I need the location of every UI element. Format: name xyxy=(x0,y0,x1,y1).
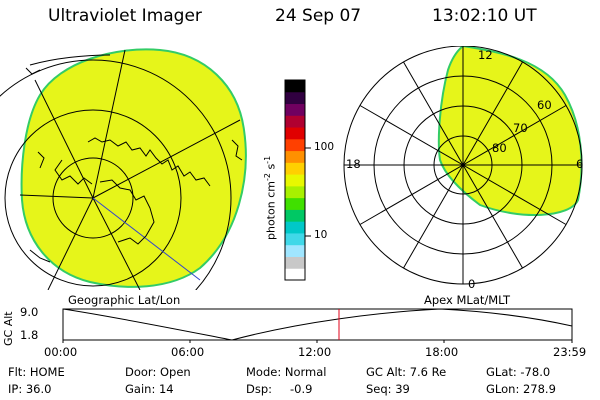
colorbar-tick-100: 100 xyxy=(314,141,335,153)
sequence-number: Seq: 39 xyxy=(366,382,410,396)
gc-altitude: GC Alt: 7.6 Re xyxy=(366,365,447,379)
dsp-value: -0.9 xyxy=(290,382,313,396)
mlt-label-12: 12 xyxy=(478,48,493,62)
x-ticks xyxy=(62,340,573,343)
colorbar-cell xyxy=(285,162,305,175)
ytick-9: 9.0 xyxy=(20,305,39,319)
dsp-label: Dsp: xyxy=(246,382,273,396)
colorbar-cell xyxy=(285,197,305,210)
latitude-circles xyxy=(0,59,232,290)
colorbar-cell xyxy=(285,268,305,281)
mode-value: Mode: Normal xyxy=(246,365,327,379)
mlt-label-18: 18 xyxy=(346,157,361,171)
colorbar-cell xyxy=(285,138,305,152)
apex-polar-map xyxy=(343,46,583,285)
altitude-curve xyxy=(62,308,573,341)
colorbar-cell xyxy=(285,232,305,246)
gain-value: Gain: 14 xyxy=(125,382,174,396)
coastlines xyxy=(25,67,243,263)
colorbar-cell xyxy=(285,256,305,269)
colorbar-gradient xyxy=(285,80,305,281)
colorbar-cell xyxy=(285,115,305,128)
colorbar-cell xyxy=(285,150,305,163)
colorbar-cell xyxy=(285,91,305,105)
mlt-label-0: 0 xyxy=(468,277,476,291)
colorbar-cell xyxy=(285,185,305,199)
geographic-map-title: Geographic Lat/Lon xyxy=(68,293,181,307)
ytick-1-8: 1.8 xyxy=(20,328,39,342)
xtick-0600: 06:00 xyxy=(171,345,205,359)
mlat-label-60: 60 xyxy=(537,98,552,112)
colorbar-cell xyxy=(285,80,305,93)
time-label: 13:02:10 UT xyxy=(432,6,537,26)
mlt-label-6: 6 xyxy=(576,157,584,171)
geographic-map xyxy=(0,48,247,290)
ip-value: IP: 36.0 xyxy=(8,382,52,396)
date-label: 24 Sep 07 xyxy=(275,6,362,26)
colorbar-tick-10: 10 xyxy=(314,229,328,241)
geographic-latitude: GLat: -78.0 xyxy=(486,365,551,379)
xtick-0000: 00:00 xyxy=(44,345,78,359)
mlt-lines xyxy=(344,46,582,284)
colorbar-cell xyxy=(285,103,305,116)
colorbar-cell xyxy=(285,244,305,257)
colorbar xyxy=(284,79,311,281)
instrument-title: Ultraviolet Imager xyxy=(48,6,202,26)
geographic-longitude: GLon: 278.9 xyxy=(486,382,556,396)
door-status: Door: Open xyxy=(125,365,191,379)
altitude-ylabel: GC Alt xyxy=(2,311,15,346)
apex-map-title: Apex MLat/MLT xyxy=(424,293,511,307)
xtick-1800: 18:00 xyxy=(425,345,459,359)
colorbar-cell xyxy=(285,127,305,140)
colorbar-cell xyxy=(285,209,305,222)
altitude-plot xyxy=(62,308,573,343)
aurora-fill-region-apex xyxy=(437,46,583,217)
mlat-label-70: 70 xyxy=(513,121,528,135)
xtick-2359: 23:59 xyxy=(553,345,587,359)
colorbar-unit-label: photon cm-2 s-1 xyxy=(263,155,278,240)
xtick-1200: 12:00 xyxy=(298,345,332,359)
colorbar-cell xyxy=(285,221,305,234)
aurora-fill-region xyxy=(20,48,247,288)
flight-mode: Flt: HOME xyxy=(8,365,65,379)
mlat-label-80: 80 xyxy=(492,141,507,155)
colorbar-cell xyxy=(285,174,305,187)
